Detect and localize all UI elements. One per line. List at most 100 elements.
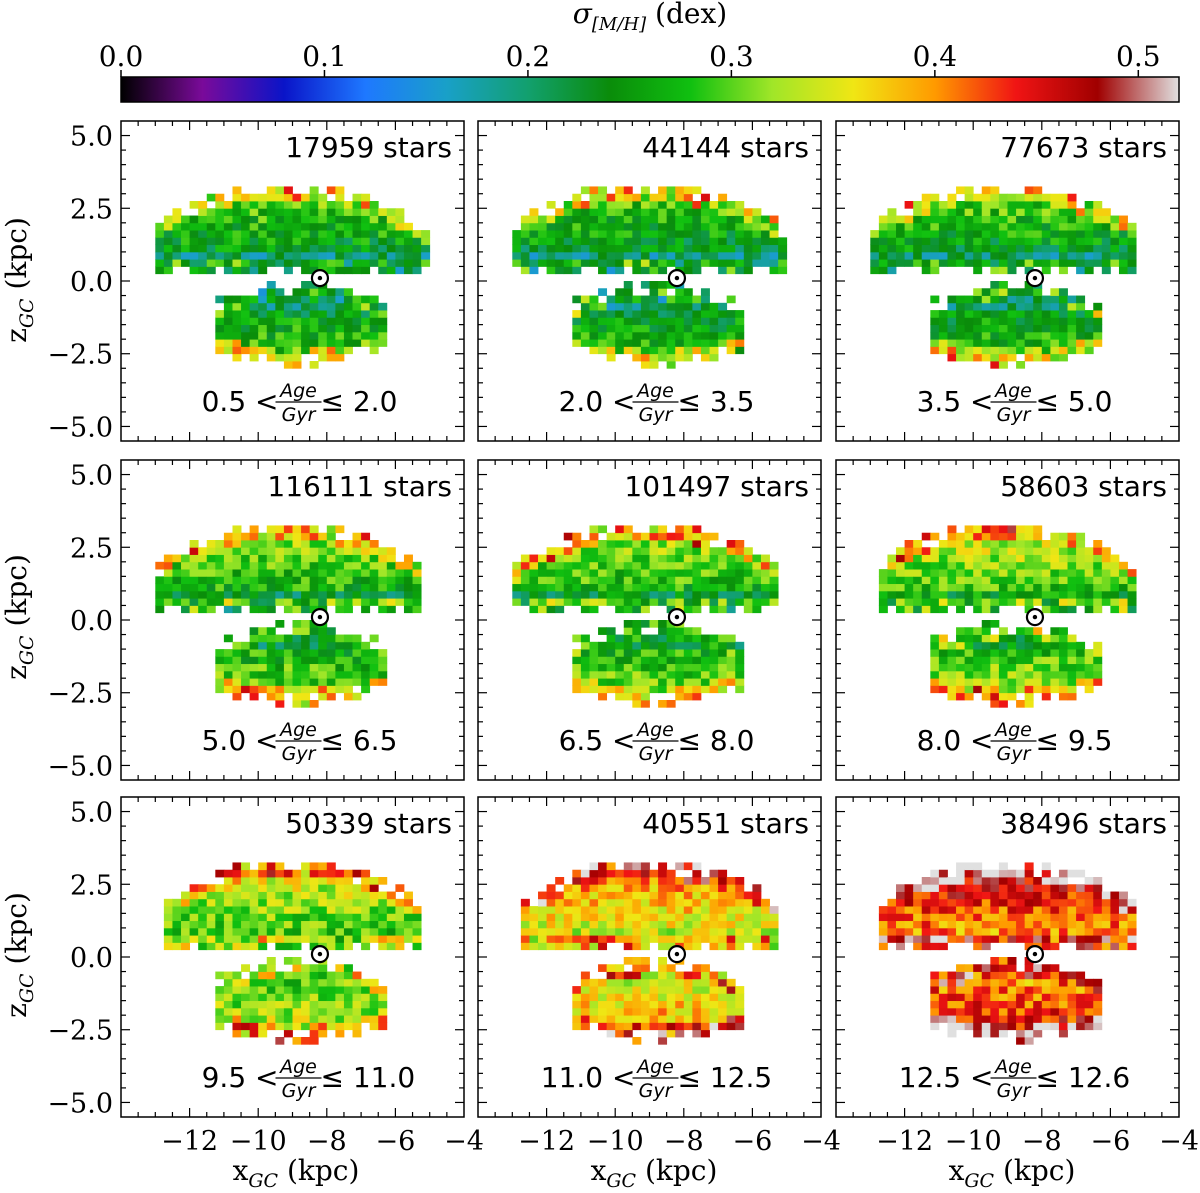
- heatmap-cell: [301, 649, 311, 657]
- heatmap-cell: [658, 670, 668, 679]
- heatmap-cell: [241, 201, 251, 209]
- heatmap-cell: [512, 259, 522, 267]
- heatmap-cell: [335, 935, 345, 943]
- heatmap-cell: [1067, 663, 1077, 672]
- heatmap-cell: [658, 576, 668, 585]
- heatmap-cell: [275, 986, 285, 994]
- heatmap-cell: [1016, 1007, 1026, 1016]
- heatmap-cell: [258, 986, 268, 994]
- heatmap-cell: [666, 302, 676, 311]
- heatmap-cell: [1084, 339, 1094, 347]
- heatmap-cell: [887, 266, 897, 275]
- heatmap-cell: [964, 927, 974, 936]
- x-tick-label: −12: [161, 1126, 218, 1157]
- heatmap-cell: [709, 898, 719, 907]
- heatmap-cell: [266, 598, 276, 606]
- heatmap-cell: [718, 554, 728, 563]
- heatmap-cell: [301, 237, 311, 246]
- heatmap-cell: [973, 554, 983, 563]
- heatmap-cell: [726, 251, 736, 260]
- heatmap-cell: [198, 554, 208, 563]
- heatmap-cell: [878, 906, 888, 914]
- heatmap-cell: [615, 598, 625, 606]
- heatmap-cell: [623, 678, 633, 686]
- heatmap-cell: [632, 656, 642, 665]
- heatmap-cell: [700, 649, 710, 657]
- heatmap-cell: [529, 935, 539, 943]
- heatmap-cell: [921, 913, 931, 922]
- heatmap-cell: [675, 222, 685, 231]
- heatmap-cell: [292, 215, 302, 224]
- heatmap-cell: [709, 554, 719, 563]
- heatmap-cell: [1033, 346, 1043, 355]
- heatmap-cell: [1041, 678, 1051, 686]
- heatmap-cell: [215, 222, 225, 231]
- heatmap-cell: [395, 230, 405, 238]
- heatmap-cell: [640, 685, 650, 694]
- heatmap-cell: [369, 244, 379, 253]
- heatmap-cell: [589, 649, 599, 657]
- heatmap-cell: [887, 590, 897, 599]
- heatmap-cell: [649, 869, 659, 878]
- heatmap-cell: [623, 590, 633, 599]
- heatmap-cell: [964, 569, 974, 577]
- heatmap-cell: [1058, 295, 1068, 304]
- heatmap-cell: [632, 877, 642, 885]
- heatmap-cell: [658, 331, 668, 340]
- heatmap-cell: [301, 215, 311, 224]
- heatmap-cell: [640, 869, 650, 878]
- heatmap-cell: [658, 281, 668, 289]
- heatmap-cell: [658, 678, 668, 686]
- heatmap-cell: [232, 353, 242, 362]
- heatmap-cell: [412, 561, 422, 570]
- x-tick-label: −6: [375, 1126, 415, 1157]
- x-tick-label: −8: [664, 1126, 704, 1157]
- heatmap-cell: [241, 906, 251, 914]
- heatmap-cell: [258, 634, 268, 643]
- heatmap-cell: [589, 237, 599, 246]
- heatmap-cell: [606, 978, 616, 987]
- heatmap-cell: [921, 884, 931, 892]
- heatmap-cell: [309, 590, 319, 599]
- heatmap-cell: [956, 1022, 966, 1031]
- heatmap-cell: [913, 884, 923, 892]
- heatmap-cell: [938, 906, 948, 914]
- heatmap-cell: [241, 942, 251, 951]
- heatmap-cell: [1093, 215, 1103, 224]
- heatmap-cell: [683, 862, 693, 871]
- heatmap-cell: [241, 251, 251, 260]
- heatmap-cell: [223, 215, 233, 224]
- y-tick-label: −5.0: [47, 1088, 113, 1119]
- heatmap-cell: [283, 331, 293, 340]
- heatmap-cell: [1050, 583, 1060, 592]
- heatmap-cell: [555, 942, 565, 951]
- heatmap-cell: [1050, 288, 1060, 296]
- heatmap-cell: [1093, 302, 1103, 311]
- heatmap-cell: [249, 193, 259, 202]
- heatmap-cell: [386, 927, 396, 936]
- heatmap-cell: [683, 569, 693, 577]
- heatmap-cell: [649, 884, 659, 892]
- heatmap-cell: [309, 237, 319, 246]
- heatmap-cell: [232, 590, 242, 599]
- heatmap-cell: [658, 251, 668, 260]
- heatmap-cell: [743, 208, 753, 216]
- heatmap-cell: [1016, 641, 1026, 650]
- heatmap-cell: [1093, 317, 1103, 326]
- heatmap-cell: [709, 339, 719, 347]
- heatmap-cell: [964, 898, 974, 907]
- heatmap-cell: [692, 569, 702, 577]
- heatmap-cell: [580, 302, 590, 311]
- heatmap-cell: [198, 561, 208, 570]
- heatmap-cell: [529, 906, 539, 914]
- heatmap-cell: [232, 569, 242, 577]
- heatmap-cell: [666, 678, 676, 686]
- heatmap-cell: [735, 310, 745, 318]
- heatmap-cell: [258, 1000, 268, 1009]
- heatmap-cell: [990, 700, 1000, 708]
- heatmap-cell: [726, 317, 736, 326]
- heatmap-cell: [318, 193, 328, 202]
- heatmap-cell: [283, 935, 293, 943]
- heatmap-cell: [726, 554, 736, 563]
- heatmap-cell: [658, 554, 668, 563]
